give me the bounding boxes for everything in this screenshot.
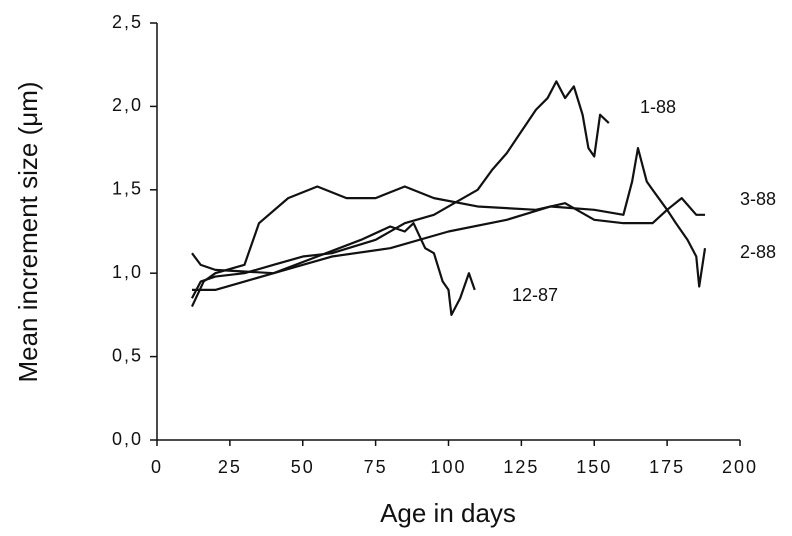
y-tick-label: 0,5 — [112, 345, 143, 365]
y-tick-label: 1,0 — [112, 262, 143, 282]
x-tick-label: 0 — [151, 457, 163, 477]
series-label: 12-87 — [512, 285, 558, 305]
series-label: 3-88 — [740, 189, 776, 209]
series-line — [191, 80, 610, 299]
series-line — [191, 222, 476, 316]
series-line — [190, 185, 706, 308]
x-tick-label: 25 — [218, 457, 242, 477]
x-tick-label: 75 — [364, 457, 388, 477]
x-axis-title: Age in days — [380, 498, 516, 528]
x-tick-label: 100 — [430, 457, 466, 477]
series-label: 2-88 — [740, 242, 776, 262]
y-tick-label: 1,5 — [112, 179, 143, 199]
x-tick-label: 200 — [722, 457, 758, 477]
y-tick-label: 0,0 — [112, 429, 143, 449]
x-tick-label: 50 — [291, 457, 315, 477]
y-tick-label: 2,5 — [112, 12, 143, 32]
series-label: 1-88 — [640, 97, 676, 117]
y-axis-title: Mean increment size (μm) — [13, 81, 43, 382]
x-tick-label: 150 — [576, 457, 612, 477]
y-tick-label: 2,0 — [112, 95, 143, 115]
series-line — [191, 147, 707, 288]
x-tick-label: 125 — [503, 457, 539, 477]
x-tick-label: 175 — [649, 457, 685, 477]
